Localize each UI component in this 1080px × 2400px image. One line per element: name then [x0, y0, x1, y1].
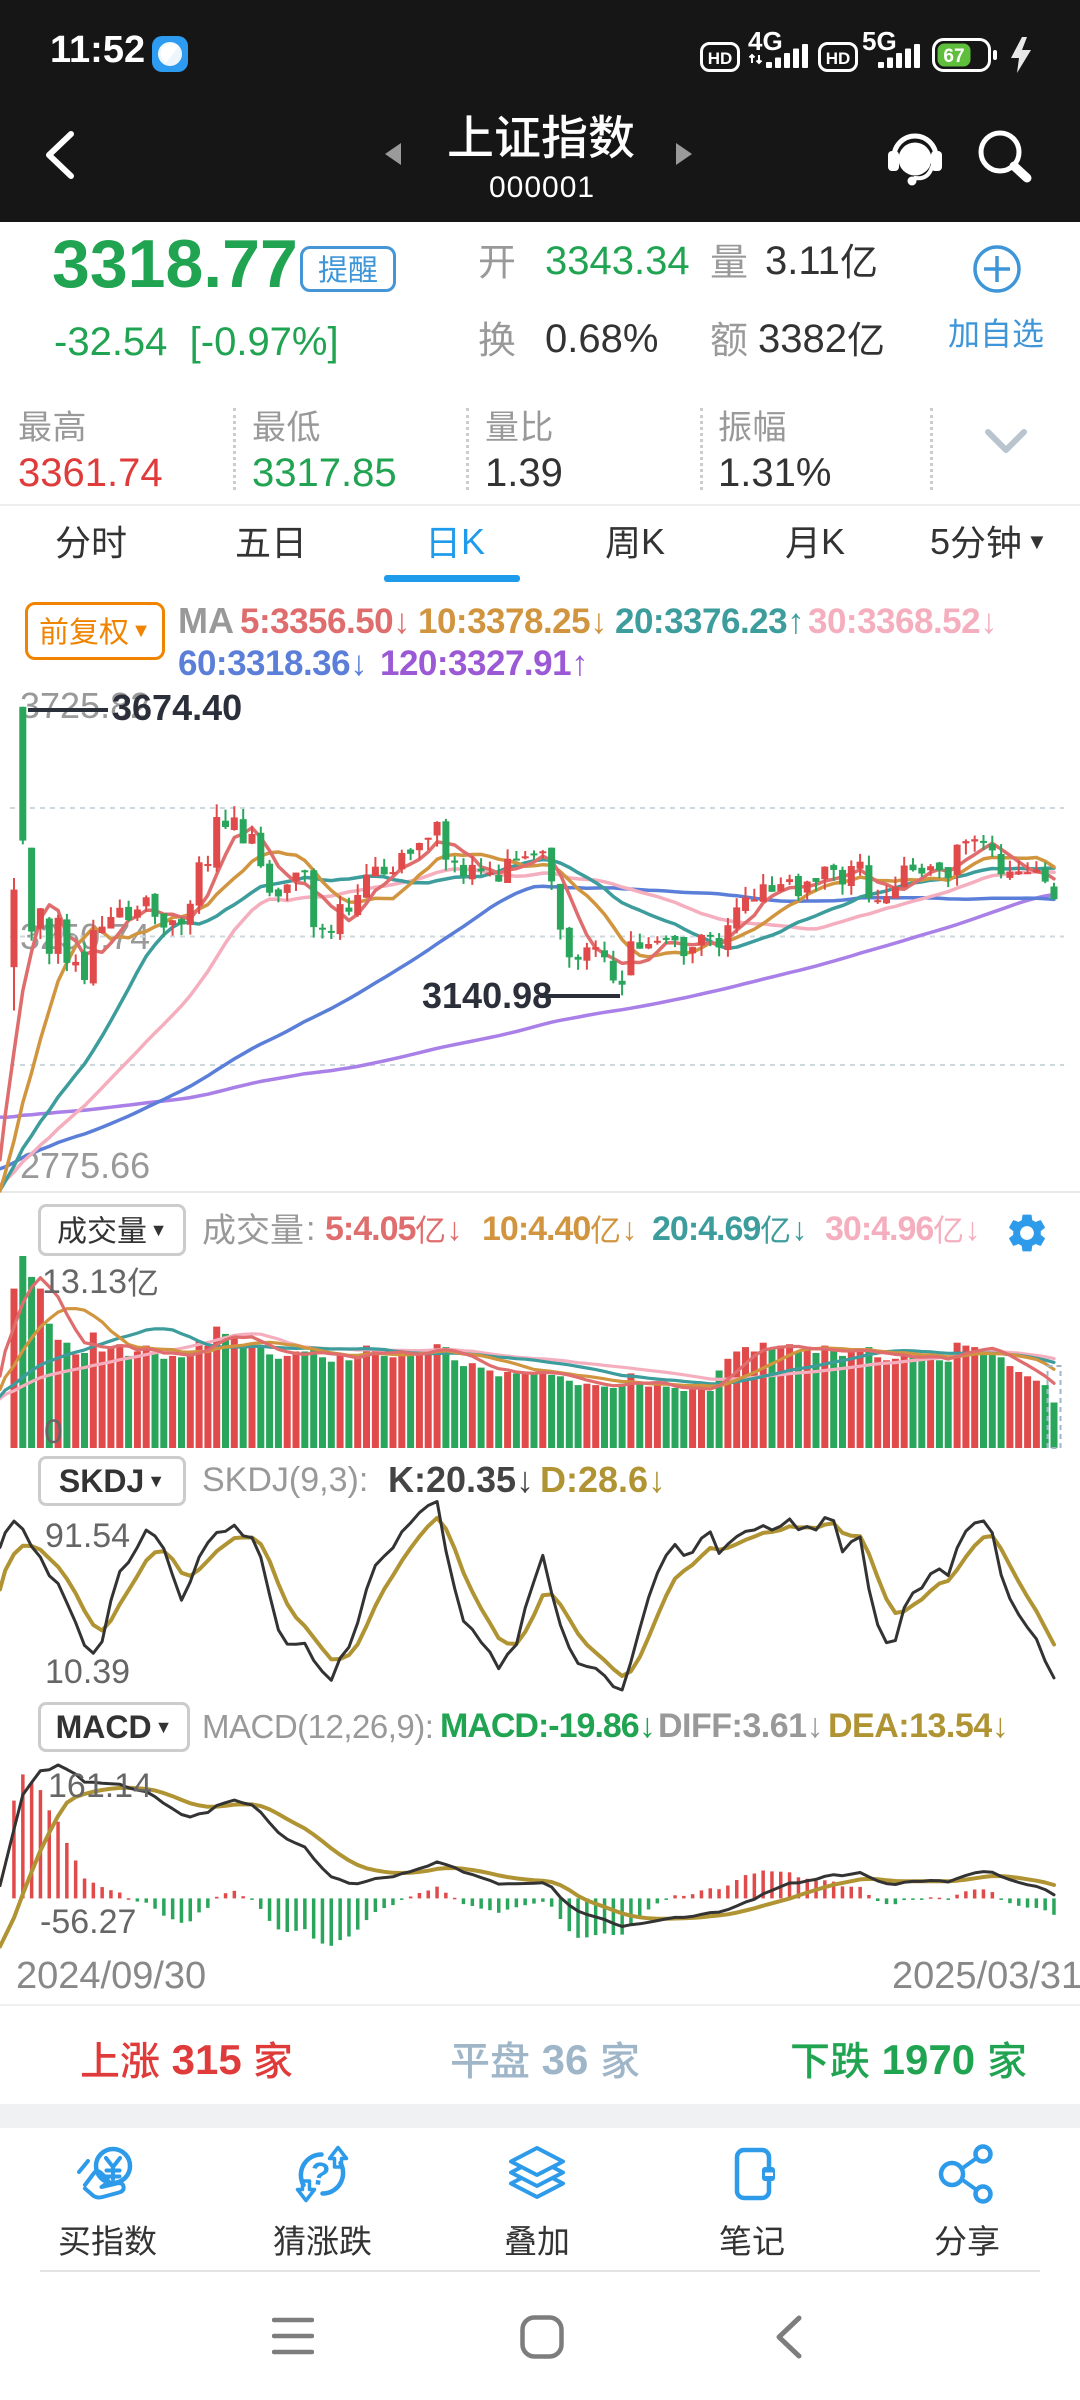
- svg-text:67: 67: [943, 46, 964, 67]
- svg-text:?: ?: [308, 2155, 332, 2193]
- svg-text:HD: HD: [708, 49, 733, 68]
- svg-text:HD: HD: [826, 49, 851, 68]
